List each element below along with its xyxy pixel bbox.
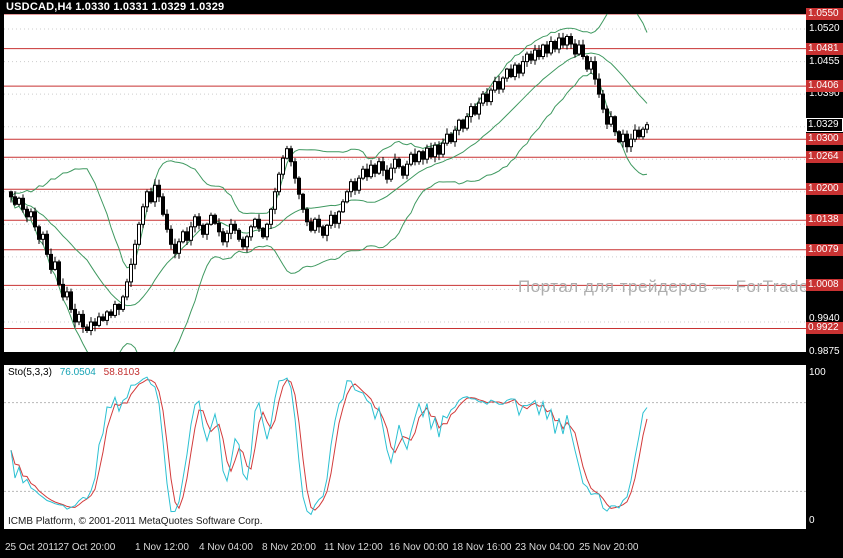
sto-axis-0: 0 [809, 515, 815, 526]
level-price-badge: 1.0008 [806, 279, 843, 292]
time-label: 4 Nov 04:00 [199, 542, 253, 553]
level-price-badge: 1.0550 [806, 8, 843, 20]
time-label: 16 Nov 00:00 [389, 542, 449, 553]
level-price-badge: 1.0079 [806, 243, 843, 256]
stochastic-panel[interactable]: Sto(5,3,3) 76.0504 58.8103 ICMB Platform… [4, 365, 806, 529]
candlestick-chart-canvas[interactable] [4, 14, 806, 352]
level-price-badge: 1.0481 [806, 42, 843, 55]
stochastic-chart-canvas[interactable] [4, 365, 806, 529]
time-axis: 25 Oct 2011 27 Oct 20:00 1 Nov 12:00 4 Nov … [4, 542, 806, 556]
time-label: 25 Nov 20:00 [579, 542, 639, 553]
price-tick: 0.9940 [809, 313, 840, 325]
current-price-badge: 1.0329 [806, 117, 843, 132]
time-label: 23 Nov 04:00 [515, 542, 575, 553]
level-price-badge: 0.9922 [806, 322, 843, 335]
time-label: 11 Nov 12:00 [324, 542, 383, 553]
chart-title-quote: USDCAD,H4 1.0330 1.0331 1.0329 1.0329 [6, 1, 225, 13]
level-price-badge: 1.0200 [806, 183, 843, 196]
time-label: 25 Oct 2011 [5, 542, 59, 553]
level-price-badge: 1.0264 [806, 151, 843, 164]
time-label: 18 Nov 16:00 [452, 542, 512, 553]
price-tick: 1.0520 [809, 23, 840, 35]
price-tick: 1.0455 [809, 55, 840, 67]
sto-axis-100: 100 [809, 367, 826, 378]
stochastic-label: Sto(5,3,3) 76.0504 58.8103 [8, 367, 140, 378]
level-price-badge: 1.0300 [806, 133, 843, 146]
price-tick: 0.9875 [809, 346, 840, 357]
stochastic-d-value: 58.8103 [103, 367, 140, 378]
time-label: 27 Oct 20:00 [58, 542, 116, 553]
level-price-badge: 1.0406 [806, 80, 843, 93]
price-tick: 1.0390 [809, 88, 840, 100]
watermark: Портал для трейдеров — ForTrader [518, 277, 806, 296]
time-label: 8 Nov 20:00 [262, 542, 316, 553]
copyright: ICMB Platform, © 2001-2011 MetaQuotes So… [8, 516, 263, 527]
price-axis: 1.0520 1.0455 1.0390 0.9940 0.9875 1.0550 1.04… [806, 0, 843, 558]
stochastic-name: Sto(5,3,3) [8, 367, 52, 378]
stochastic-k-value: 76.0504 [59, 367, 96, 378]
level-price-badge: 1.0138 [806, 214, 843, 227]
main-price-chart[interactable]: Портал для трейдеров — ForTrader [4, 14, 806, 352]
time-label: 1 Nov 12:00 [135, 542, 189, 553]
